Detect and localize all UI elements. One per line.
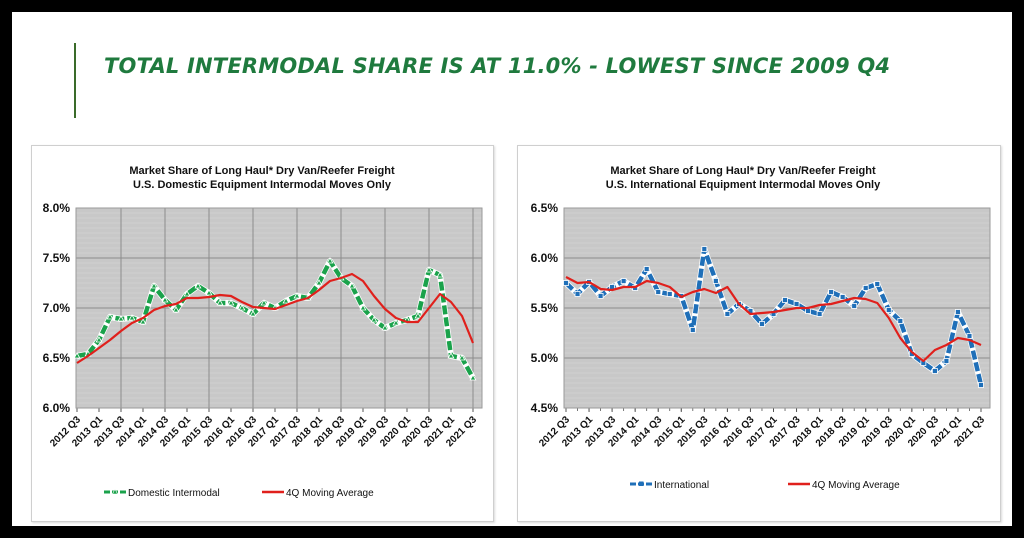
data-point bbox=[161, 296, 169, 303]
data-point bbox=[966, 333, 973, 339]
headline-accent-bar bbox=[74, 43, 76, 118]
data-point bbox=[359, 304, 367, 311]
data-point bbox=[793, 301, 800, 307]
data-point bbox=[943, 358, 950, 364]
y-tick-label: 6.0% bbox=[531, 251, 559, 265]
legend-label: International bbox=[654, 480, 709, 491]
y-tick-label: 4.5% bbox=[531, 401, 559, 415]
data-point bbox=[574, 291, 581, 297]
data-point bbox=[689, 327, 696, 333]
y-tick-label: 7.0% bbox=[43, 301, 71, 315]
data-point bbox=[885, 307, 892, 313]
data-point bbox=[655, 289, 662, 295]
data-point bbox=[117, 315, 125, 322]
data-point bbox=[897, 318, 904, 324]
data-point bbox=[701, 246, 708, 252]
y-tick-label: 6.5% bbox=[531, 201, 559, 215]
data-point bbox=[348, 282, 356, 289]
data-point bbox=[216, 299, 224, 306]
data-point bbox=[828, 289, 835, 295]
legend-marker bbox=[639, 481, 644, 486]
data-point bbox=[666, 291, 673, 297]
data-point bbox=[643, 266, 650, 272]
data-point bbox=[978, 382, 984, 388]
plot-border bbox=[75, 207, 483, 409]
y-tick-label: 5.5% bbox=[531, 301, 559, 315]
data-point bbox=[227, 299, 235, 306]
legend-label: 4Q Moving Average bbox=[812, 480, 900, 491]
data-point bbox=[724, 311, 731, 317]
data-point bbox=[139, 318, 147, 325]
data-point bbox=[458, 354, 466, 361]
y-tick-label: 5.0% bbox=[531, 351, 559, 365]
international-chart: Market Share of Long Haul* Dry Van/Reefe… bbox=[531, 165, 991, 491]
y-tick-label: 6.5% bbox=[43, 351, 71, 365]
data-point bbox=[805, 308, 811, 314]
chart-title: Market Share of Long Haul* Dry Van/Reefe… bbox=[129, 165, 395, 177]
chart-title: Market Share of Long Haul* Dry Van/Reefe… bbox=[610, 165, 876, 177]
data-point bbox=[73, 352, 81, 359]
data-point bbox=[816, 311, 823, 317]
data-point bbox=[183, 290, 191, 297]
data-point bbox=[563, 280, 569, 286]
data-point bbox=[447, 352, 455, 359]
series-line-moving-average bbox=[565, 276, 982, 363]
data-point bbox=[150, 282, 158, 289]
legend-marker bbox=[112, 488, 118, 495]
data-point bbox=[712, 278, 719, 284]
domestic-chart-panel: Market Share of Long Haul* Dry Van/Reefe… bbox=[31, 145, 494, 522]
data-point bbox=[782, 297, 788, 303]
chart-subtitle: U.S. Domestic Equipment Intermodal Moves… bbox=[133, 179, 392, 191]
data-point bbox=[839, 294, 846, 300]
data-point bbox=[620, 278, 627, 284]
data-point bbox=[326, 257, 334, 264]
data-point bbox=[293, 292, 301, 299]
data-point bbox=[955, 309, 961, 315]
y-tick-label: 6.0% bbox=[43, 401, 71, 415]
legend-label: 4Q Moving Average bbox=[286, 488, 374, 499]
data-point bbox=[238, 304, 246, 311]
data-point bbox=[95, 336, 103, 343]
data-point bbox=[205, 289, 213, 296]
data-point bbox=[381, 324, 389, 331]
domestic-chart: Market Share of Long Haul* Dry Van/Reefe… bbox=[43, 165, 483, 499]
data-point bbox=[851, 303, 858, 309]
data-point bbox=[874, 281, 881, 287]
data-point bbox=[392, 319, 400, 326]
headline: TOTAL INTERMODAL SHARE IS AT 11.0% - LOW… bbox=[104, 54, 891, 78]
data-point bbox=[282, 297, 290, 304]
data-point bbox=[106, 313, 114, 320]
data-point bbox=[425, 266, 433, 273]
data-point bbox=[260, 299, 268, 306]
data-point bbox=[370, 316, 378, 323]
data-point bbox=[315, 279, 323, 286]
y-tick-label: 7.5% bbox=[43, 251, 71, 265]
data-point bbox=[414, 312, 422, 319]
data-point bbox=[597, 293, 604, 299]
data-point bbox=[194, 282, 202, 289]
international-chart-panel: Market Share of Long Haul* Dry Van/Reefe… bbox=[517, 145, 1001, 522]
y-tick-label: 8.0% bbox=[43, 201, 71, 215]
legend-label: Domestic Intermodal bbox=[128, 488, 220, 499]
data-point bbox=[931, 368, 938, 374]
data-point bbox=[128, 314, 136, 321]
data-point bbox=[249, 310, 257, 317]
data-point bbox=[862, 285, 869, 291]
series-line-moving-average bbox=[76, 272, 475, 364]
data-point bbox=[436, 271, 444, 278]
data-point bbox=[759, 321, 765, 327]
data-point bbox=[469, 374, 477, 381]
plot-border bbox=[563, 207, 991, 409]
data-point bbox=[172, 306, 180, 313]
chart-subtitle: U.S. International Equipment Intermodal … bbox=[606, 179, 881, 191]
